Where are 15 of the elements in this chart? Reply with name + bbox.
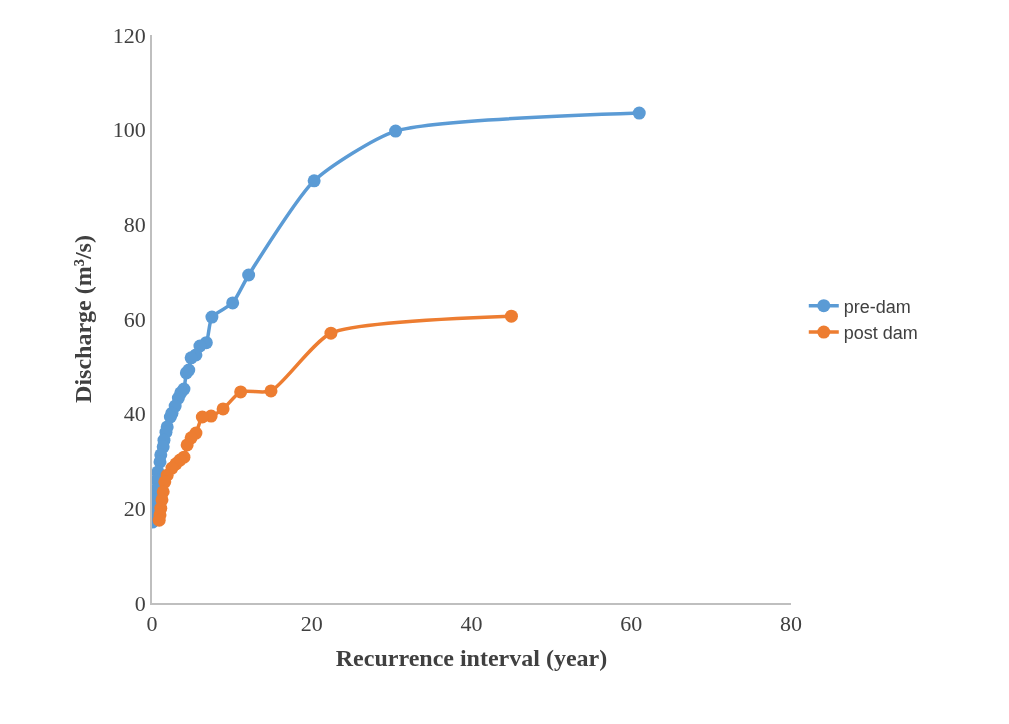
- legend-label: post dam: [843, 323, 918, 344]
- y-tick-label: 120: [112, 22, 146, 48]
- y-axis-title: Discharge (m³/s): [70, 235, 97, 403]
- y-tick-label: 20: [123, 496, 146, 522]
- y-tick-label: 80: [123, 212, 146, 238]
- x-tick-label: 40: [460, 611, 483, 637]
- y-tick-label: 40: [123, 401, 146, 427]
- y-tick-label: 60: [123, 306, 146, 332]
- y-tick-label: 100: [112, 117, 146, 143]
- x-tick-label: 20: [300, 611, 323, 637]
- x-tick-label: 80: [780, 611, 802, 637]
- y-tick-label: 0: [134, 590, 146, 616]
- x-axis-title: Recurrence interval (year): [335, 644, 608, 671]
- legend-label: pre-dam: [843, 296, 911, 317]
- x-tick-label: 60: [620, 611, 643, 637]
